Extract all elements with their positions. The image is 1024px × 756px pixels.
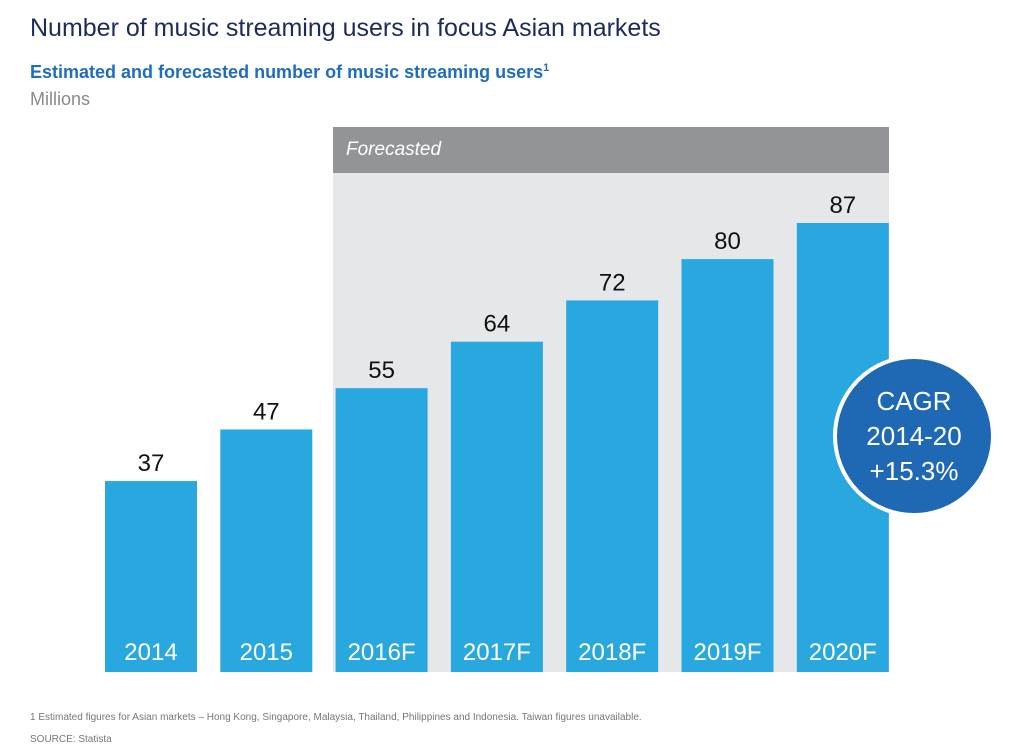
subtitle-text: Estimated and forecasted number of music…: [30, 62, 544, 82]
footnote-marker: 1: [543, 62, 550, 74]
category-label-2015: 2015: [240, 639, 293, 666]
data-label-2020F: 87: [829, 192, 856, 219]
cagr-line1: CAGR: [876, 386, 951, 416]
source-note: SOURCE: Statista: [30, 734, 112, 745]
forecast-label: Forecasted: [346, 139, 442, 160]
bar-2015: [220, 429, 313, 672]
data-label-2018F: 72: [599, 269, 626, 296]
category-label-2020F: 2020F: [809, 639, 877, 666]
category-label-2018F: 2018F: [578, 639, 646, 666]
category-label-2017F: 2017F: [463, 639, 531, 666]
units-label: Millions: [30, 89, 91, 109]
data-label-2015: 47: [253, 398, 280, 425]
bar-2014: [105, 481, 197, 672]
forecast-header: [333, 127, 889, 173]
cagr-line3: +15.3%: [870, 456, 959, 486]
chart-subtitle: Estimated and forecasted number of music…: [30, 62, 549, 83]
category-label-2019F: 2019F: [693, 639, 761, 666]
data-label-2019F: 80: [714, 228, 741, 255]
data-label-2016F: 55: [368, 357, 395, 384]
bar-2018F: [566, 300, 659, 672]
data-label-2017F: 64: [484, 311, 511, 338]
bar-2017F: [450, 341, 543, 672]
category-label-2016F: 2016F: [348, 639, 416, 666]
bar-2019F: [681, 259, 774, 672]
category-label-2014: 2014: [124, 639, 177, 666]
chart-title: Number of music streaming users in focus…: [30, 14, 661, 42]
cagr-badge: CAGR 2014-20 +15.3%: [833, 355, 995, 517]
footnote: 1 Estimated figures for Asian markets – …: [30, 712, 642, 723]
cagr-circle: [833, 355, 995, 517]
bar-2016F: [335, 388, 428, 672]
cagr-line2: 2014-20: [866, 421, 961, 451]
data-label-2014: 37: [138, 450, 165, 477]
